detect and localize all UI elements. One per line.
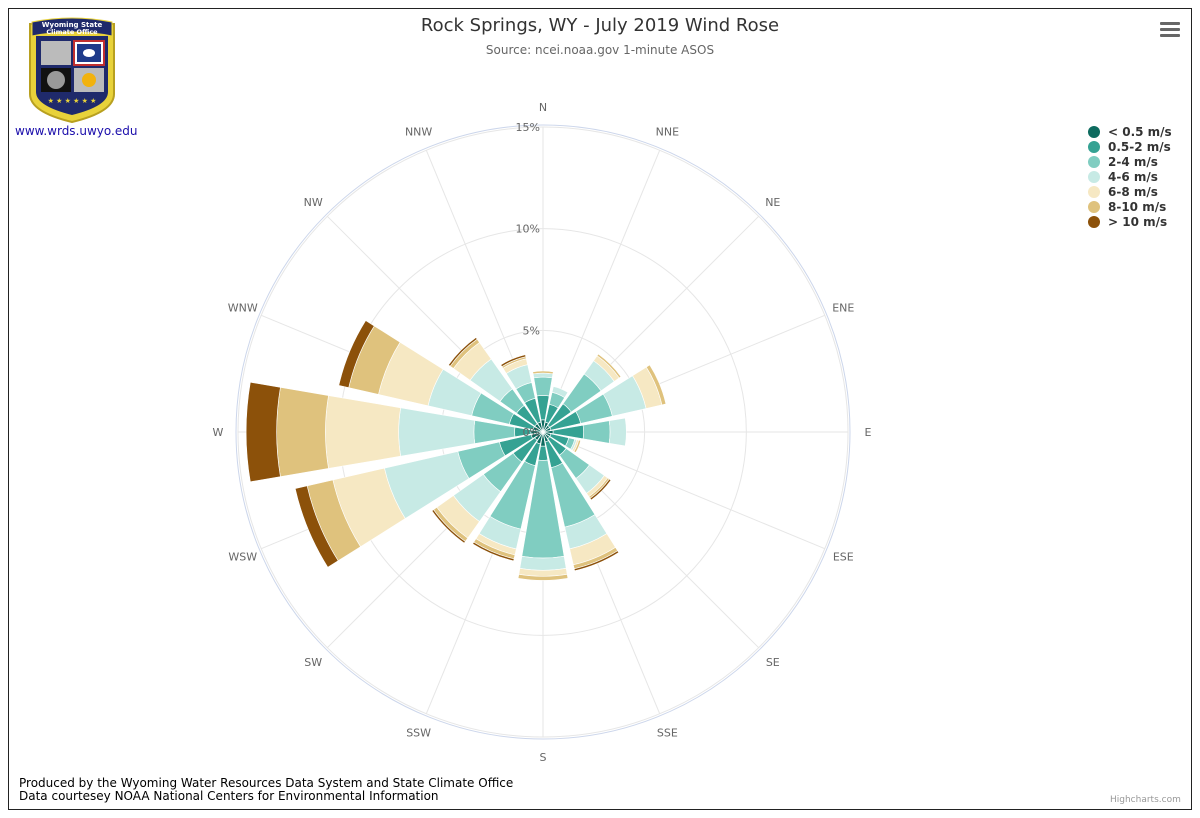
direction-label: S (540, 751, 547, 764)
direction-label: E (865, 426, 872, 439)
direction-label: WNW (228, 302, 258, 315)
direction-label: W (213, 426, 224, 439)
direction-label: WSW (228, 550, 257, 563)
legend-marker (1088, 215, 1100, 228)
legend-marker (1088, 200, 1100, 213)
legend-item[interactable]: 6-8 m/s (1088, 184, 1172, 199)
legend-item[interactable]: 4-6 m/s (1088, 169, 1172, 184)
wind-rose-segment[interactable] (645, 364, 667, 406)
direction-label: NW (304, 196, 323, 209)
wind-rose-segment[interactable] (573, 439, 582, 453)
wind-rose-segment[interactable] (532, 370, 554, 375)
footer-line-1: Produced by the Wyoming Water Resources … (19, 776, 514, 790)
svg-text:Wyoming State: Wyoming State (42, 21, 103, 29)
legend-marker (1088, 185, 1100, 198)
wyoming-climate-office-logo: Wyoming State Climate Office ★ ★ ★ ★ ★ ★ (29, 17, 115, 124)
wind-rose-segment[interactable] (532, 372, 554, 379)
direction-label: ENE (832, 302, 854, 315)
legend-marker (1088, 125, 1100, 138)
wind-rose-segment[interactable] (294, 485, 339, 568)
legend-label: 2-4 m/s (1108, 154, 1158, 169)
direction-label: N (539, 101, 547, 114)
y-tick-label: 15% (516, 121, 540, 134)
legend-label: < 0.5 m/s (1108, 124, 1172, 139)
legend-item[interactable]: 0.5-2 m/s (1088, 139, 1172, 154)
direction-label: SSE (657, 726, 678, 739)
wind-rose-segment[interactable] (573, 550, 620, 572)
direction-label: NNW (405, 126, 432, 139)
highcharts-credits[interactable]: Highcharts.com (1110, 795, 1181, 805)
chart-title: Rock Springs, WY - July 2019 Wind Rose (420, 15, 780, 36)
wind-rose-segment[interactable] (519, 555, 567, 571)
wind-rose-segment[interactable] (325, 395, 402, 469)
legend: < 0.5 m/s 0.5-2 m/s 2-4 m/s 4-6 m/s 6-8 m/s 8… (1088, 124, 1172, 229)
wind-rose-segment[interactable] (517, 573, 569, 581)
website-link[interactable]: www.wrds.uwyo.edu (15, 124, 138, 138)
wind-rose-segment[interactable] (500, 354, 527, 367)
grid-spoke (542, 150, 661, 433)
wind-rose-segment[interactable] (551, 386, 569, 398)
legend-marker (1088, 170, 1100, 183)
wind-rose-segment[interactable] (448, 337, 478, 367)
footer: Produced by the Wyoming Water Resources … (19, 777, 513, 803)
legend-item[interactable]: < 0.5 m/s (1088, 124, 1172, 139)
wind-rose-segment[interactable] (533, 376, 553, 397)
svg-text:★ ★ ★ ★ ★ ★: ★ ★ ★ ★ ★ ★ (48, 97, 97, 105)
legend-marker (1088, 155, 1100, 168)
wind-rose-segment[interactable] (596, 353, 622, 379)
y-tick-label: 10% (516, 223, 540, 236)
wind-rose-segment[interactable] (338, 320, 375, 389)
legend-label: 4-6 m/s (1108, 169, 1158, 184)
wind-rose-segment[interactable] (589, 478, 612, 501)
direction-label: SSW (406, 726, 431, 739)
wind-rose-segment[interactable] (276, 387, 329, 477)
wind-rose-segment[interactable] (245, 381, 281, 483)
y-tick-label: 0% (523, 426, 540, 439)
chart-subtitle: Source: ncei.noaa.gov 1-minute ASOS (485, 43, 715, 57)
direction-label: NE (765, 196, 780, 209)
wind-rose-segment[interactable] (582, 420, 611, 444)
legend-label: 8-10 m/s (1108, 199, 1167, 214)
direction-label: ESE (833, 550, 854, 563)
y-tick-label: 5% (523, 324, 540, 337)
svg-text:Climate Office: Climate Office (46, 28, 98, 36)
footer-line-2: Data courtesey NOAA National Centers for… (19, 789, 439, 803)
direction-label: SW (304, 656, 322, 669)
legend-item[interactable]: > 10 m/s (1088, 214, 1172, 229)
wind-rose-segment[interactable] (537, 445, 549, 461)
direction-label: NNE (656, 126, 679, 139)
wind-rose-segment[interactable] (431, 509, 466, 544)
grid-spoke (542, 431, 825, 550)
wind-rose-segment[interactable] (608, 417, 627, 447)
legend-item[interactable]: 8-10 m/s (1088, 199, 1172, 214)
wind-rose-segment[interactable] (472, 541, 515, 562)
legend-label: > 10 m/s (1108, 214, 1168, 229)
legend-marker (1088, 140, 1100, 153)
legend-label: 6-8 m/s (1108, 184, 1158, 199)
direction-label: SE (766, 656, 780, 669)
legend-label: 0.5-2 m/s (1108, 139, 1171, 154)
legend-item[interactable]: 2-4 m/s (1088, 154, 1172, 169)
wind-rose-segment[interactable] (398, 407, 476, 457)
hamburger-menu-icon[interactable] (1160, 22, 1180, 38)
outer-axis-circle (235, 124, 851, 740)
